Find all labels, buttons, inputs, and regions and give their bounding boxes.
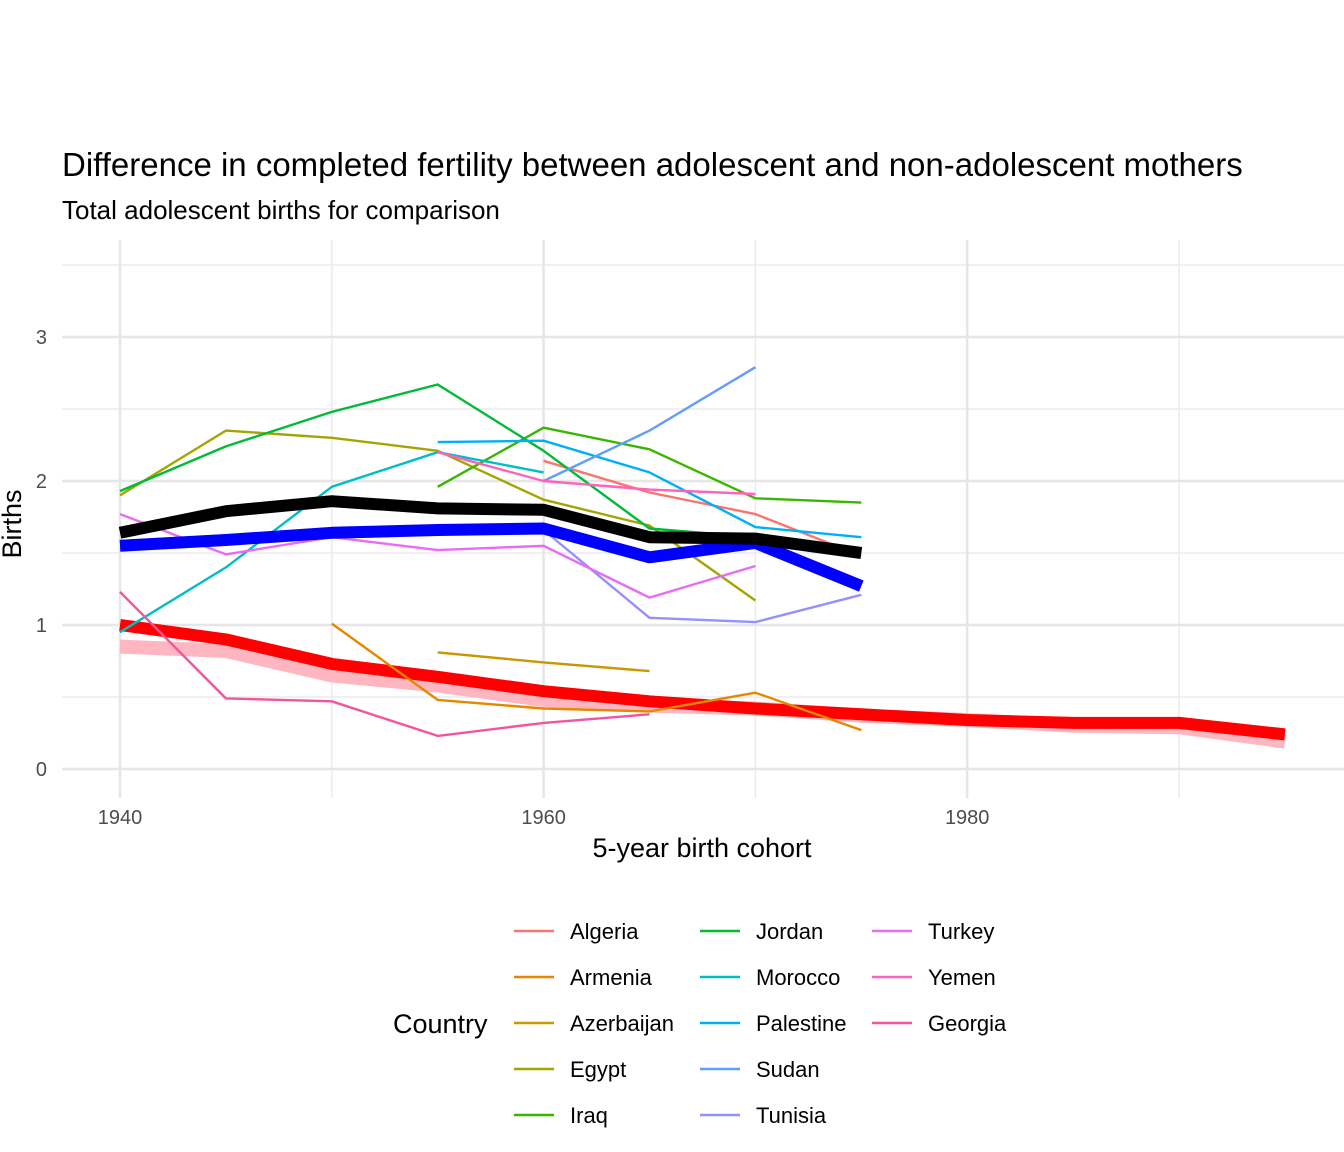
legend-item-azerbaijan: Azerbaijan <box>514 1011 674 1036</box>
legend-item-morocco: Morocco <box>700 965 840 990</box>
y-tick-label: 3 <box>36 327 47 349</box>
series-line-palestine <box>437 439 862 539</box>
summary-lines-top <box>118 495 864 592</box>
legend-title: Country <box>393 1009 488 1039</box>
series-line-armenia <box>331 622 862 732</box>
series-line-tunisia <box>542 529 862 624</box>
legend-item-yemen: Yemen <box>872 965 996 990</box>
summary-line-overall-difference <box>118 495 863 559</box>
legend-item-armenia: Armenia <box>514 965 653 990</box>
legend-label: Egypt <box>570 1057 626 1082</box>
legend-label: Tunisia <box>756 1103 827 1128</box>
y-tick-label: 1 <box>36 615 47 637</box>
x-axis-ticks: 1940 1960 1980 <box>98 807 990 829</box>
series-line-egypt <box>119 429 757 602</box>
major-gridlines <box>62 240 1344 798</box>
legend-label: Iraq <box>570 1103 608 1128</box>
series-line-morocco <box>119 451 544 634</box>
summary-line-total-adolescent-births <box>119 619 1286 741</box>
legend-item-egypt: Egypt <box>514 1057 626 1082</box>
series-line-algeria <box>543 459 862 558</box>
series-line-iraq <box>437 426 862 504</box>
legend-label: Jordan <box>756 919 823 944</box>
legend-label: Morocco <box>756 965 840 990</box>
legend-label: Algeria <box>570 919 639 944</box>
legend-item-georgia: Georgia <box>872 1011 1007 1036</box>
legend-label: Sudan <box>756 1057 820 1082</box>
legend-item-iraq: Iraq <box>514 1103 608 1128</box>
legend-item-jordan: Jordan <box>700 919 823 944</box>
series-line-yemen <box>437 451 756 496</box>
legend: Country Algeria Armenia Azerbaijan Egypt Ira… <box>393 919 1007 1128</box>
legend-item-sudan: Sudan <box>700 1057 820 1082</box>
legend-items: Algeria Armenia Azerbaijan Egypt Iraq Jordan M… <box>514 919 1007 1128</box>
minor-gridlines <box>62 240 1344 798</box>
y-tick-label: 0 <box>36 759 47 781</box>
legend-label: Palestine <box>756 1011 847 1036</box>
legend-label: Armenia <box>570 965 653 990</box>
series-line-jordan <box>119 383 756 539</box>
x-tick-label: 1940 <box>98 807 143 829</box>
x-axis-title: 5-year birth cohort <box>592 833 812 863</box>
x-tick-label: 1960 <box>521 807 566 829</box>
legend-label: Georgia <box>928 1011 1007 1036</box>
chart-title: Difference in completed fertility betwee… <box>62 146 1243 183</box>
x-tick-label: 1980 <box>945 807 990 829</box>
legend-label: Azerbaijan <box>570 1011 674 1036</box>
legend-item-algeria: Algeria <box>514 919 639 944</box>
legend-label: Yemen <box>928 965 996 990</box>
series-line-azerbaijan <box>437 651 650 673</box>
series-line-sudan <box>543 366 757 483</box>
chart-subtitle: Total adolescent births for comparison <box>62 195 500 225</box>
country-lines <box>119 366 862 738</box>
legend-item-tunisia: Tunisia <box>700 1103 827 1128</box>
series-line-georgia <box>119 591 650 738</box>
summary-lines <box>119 619 1286 749</box>
y-axis-title: Births <box>0 489 27 558</box>
summary-line-average-difference <box>119 522 864 592</box>
legend-item-palestine: Palestine <box>700 1011 847 1036</box>
y-tick-label: 2 <box>36 471 47 493</box>
legend-item-turkey: Turkey <box>872 919 994 944</box>
legend-label: Turkey <box>928 919 994 944</box>
y-axis-ticks: 0 1 2 3 <box>36 327 47 781</box>
series-line-turkey <box>119 512 756 599</box>
